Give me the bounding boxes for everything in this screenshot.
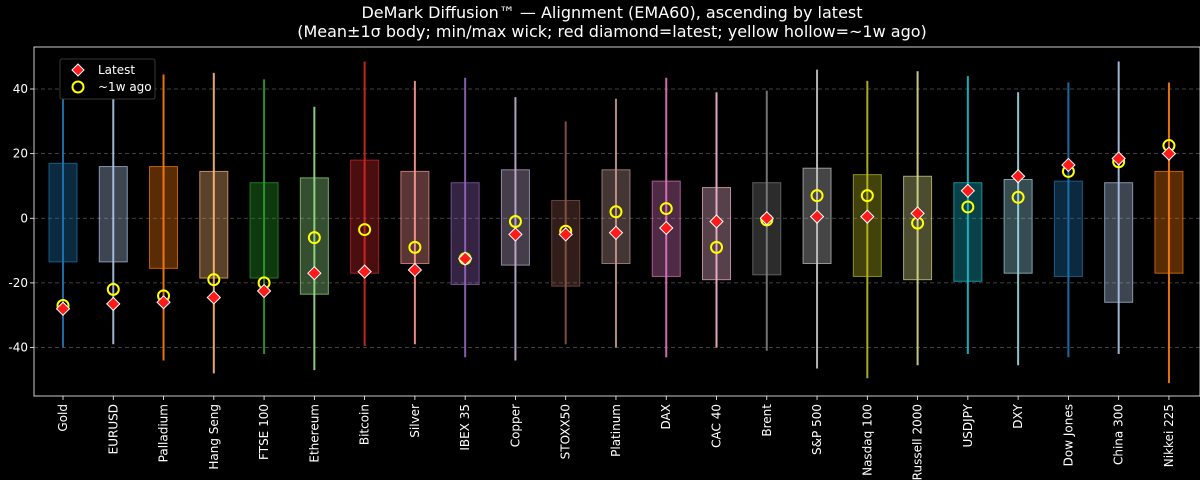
y-tick-label: -40 bbox=[8, 341, 28, 355]
legend-latest-marker bbox=[71, 63, 85, 77]
week-ago-marker-9 bbox=[508, 215, 522, 228]
body-0 bbox=[48, 162, 78, 263]
body-13 bbox=[702, 187, 732, 281]
week-ago-marker-5 bbox=[307, 231, 321, 245]
chart-title: DeMark Diffusion™ — Alignment (EMA60), a… bbox=[361, 3, 862, 22]
x-tick-label-9: Copper bbox=[508, 404, 522, 447]
x-tick-label-5: Ethereum bbox=[307, 404, 321, 463]
latest-marker-5 bbox=[307, 265, 322, 281]
week-ago-marker-11 bbox=[609, 205, 623, 219]
latest-marker-1 bbox=[106, 296, 121, 312]
x-tick-label-13: CAC 40 bbox=[710, 404, 724, 448]
latest-marker-18 bbox=[960, 183, 976, 199]
body-9 bbox=[500, 169, 530, 266]
body-20 bbox=[1053, 180, 1083, 277]
x-tick-label-11: Platinum bbox=[609, 404, 623, 457]
week-ago-marker-6 bbox=[358, 223, 372, 237]
x-tick-label-10: STOXX50 bbox=[559, 404, 573, 459]
grid-layer bbox=[34, 88, 1200, 348]
x-tick-label-3: Hang Seng bbox=[207, 404, 221, 470]
latest-marker-6 bbox=[357, 264, 372, 279]
latest-marker-10 bbox=[558, 227, 573, 242]
latest-marker-7 bbox=[407, 262, 423, 278]
week-ago-marker-3 bbox=[207, 273, 221, 287]
x-tick-label-8: IBEX 35 bbox=[458, 404, 472, 451]
body-19 bbox=[1003, 178, 1033, 274]
latest-marker-12 bbox=[659, 220, 674, 236]
latest-marker-21 bbox=[1111, 151, 1126, 166]
body-4 bbox=[249, 182, 279, 279]
latest-marker-4 bbox=[256, 283, 272, 299]
week-ago-marker-19 bbox=[1011, 190, 1025, 204]
chart-subtitle: (Mean±1σ body; min/max wick; red diamond… bbox=[297, 22, 927, 41]
legend: Latest ~1w ago bbox=[59, 58, 156, 100]
body-7 bbox=[400, 170, 430, 265]
body-1 bbox=[98, 166, 128, 263]
week-ago-marker-7 bbox=[408, 240, 422, 254]
body-22 bbox=[1154, 170, 1184, 274]
x-tick-label-0: Gold bbox=[56, 404, 70, 432]
body-3 bbox=[199, 170, 229, 279]
week-ago-marker-13 bbox=[710, 240, 724, 254]
x-tick-label-22: Nikkei 225 bbox=[1162, 404, 1176, 467]
body-18 bbox=[953, 182, 983, 282]
body-10 bbox=[551, 199, 581, 287]
latest-marker-13 bbox=[709, 214, 724, 229]
latest-marker-14 bbox=[759, 211, 774, 226]
body-2 bbox=[149, 166, 179, 269]
x-tick-label-18: USDJPY bbox=[961, 403, 975, 447]
latest-marker-3 bbox=[206, 290, 222, 305]
y-tick-label: -20 bbox=[8, 276, 28, 290]
plot-frame bbox=[33, 46, 1200, 397]
body-21 bbox=[1104, 182, 1134, 303]
latest-marker-19 bbox=[1010, 169, 1026, 184]
week-ago-marker-16 bbox=[860, 189, 874, 203]
latest-marker-22 bbox=[1161, 146, 1177, 161]
axis-layer: -40 -20 0 20 40 Gold EURUSD Palladium Hang Seng F… bbox=[8, 82, 1176, 480]
latest-marker-16 bbox=[860, 209, 875, 224]
latest-marker-15 bbox=[809, 209, 825, 224]
legend-week-label: ~1w ago bbox=[98, 80, 152, 94]
body-6 bbox=[350, 159, 380, 274]
body-16 bbox=[852, 174, 882, 277]
x-tick-label-4: FTSE 100 bbox=[257, 404, 271, 460]
y-tick-label: 20 bbox=[13, 147, 28, 161]
week-ago-marker-15 bbox=[810, 189, 824, 203]
x-tick-label-19: DXY bbox=[1011, 403, 1025, 428]
legend-latest-label: Latest bbox=[98, 63, 135, 77]
week-ago-marker-1 bbox=[106, 282, 120, 296]
x-tick-label-14: Brent bbox=[760, 404, 774, 437]
y-tick-label: 0 bbox=[20, 211, 28, 225]
x-tick-label-20: Dow Jones bbox=[1061, 404, 1075, 466]
body-14 bbox=[752, 182, 782, 276]
x-tick-label-15: S&P 500 bbox=[810, 404, 824, 455]
x-tick-label-7: Silver bbox=[408, 404, 422, 438]
latest-marker-8 bbox=[457, 251, 473, 266]
latest-marker-20 bbox=[1061, 157, 1076, 173]
latest-marker-17 bbox=[910, 206, 925, 221]
latest-marker-9 bbox=[508, 227, 523, 242]
x-tick-label-2: Palladium bbox=[157, 404, 171, 462]
plot-layer bbox=[48, 61, 1184, 384]
x-tick-label-16: Nasdaq 100 bbox=[860, 404, 874, 476]
week-ago-marker-12 bbox=[659, 202, 673, 216]
x-tick-label-21: China 300 bbox=[1112, 404, 1126, 465]
body-8 bbox=[450, 182, 480, 286]
latest-marker-11 bbox=[608, 225, 624, 241]
y-tick-label: 40 bbox=[13, 82, 28, 96]
x-tick-label-17: Russell 2000 bbox=[911, 404, 925, 480]
x-tick-label-1: EURUSD bbox=[106, 404, 120, 454]
x-tick-label-12: DAX bbox=[659, 404, 673, 429]
latest-marker-0 bbox=[55, 301, 71, 316]
legend-week-marker bbox=[71, 80, 85, 94]
week-ago-marker-18 bbox=[961, 200, 975, 214]
latest-marker-2 bbox=[156, 295, 171, 310]
x-tick-label-6: Bitcoin bbox=[358, 404, 372, 445]
